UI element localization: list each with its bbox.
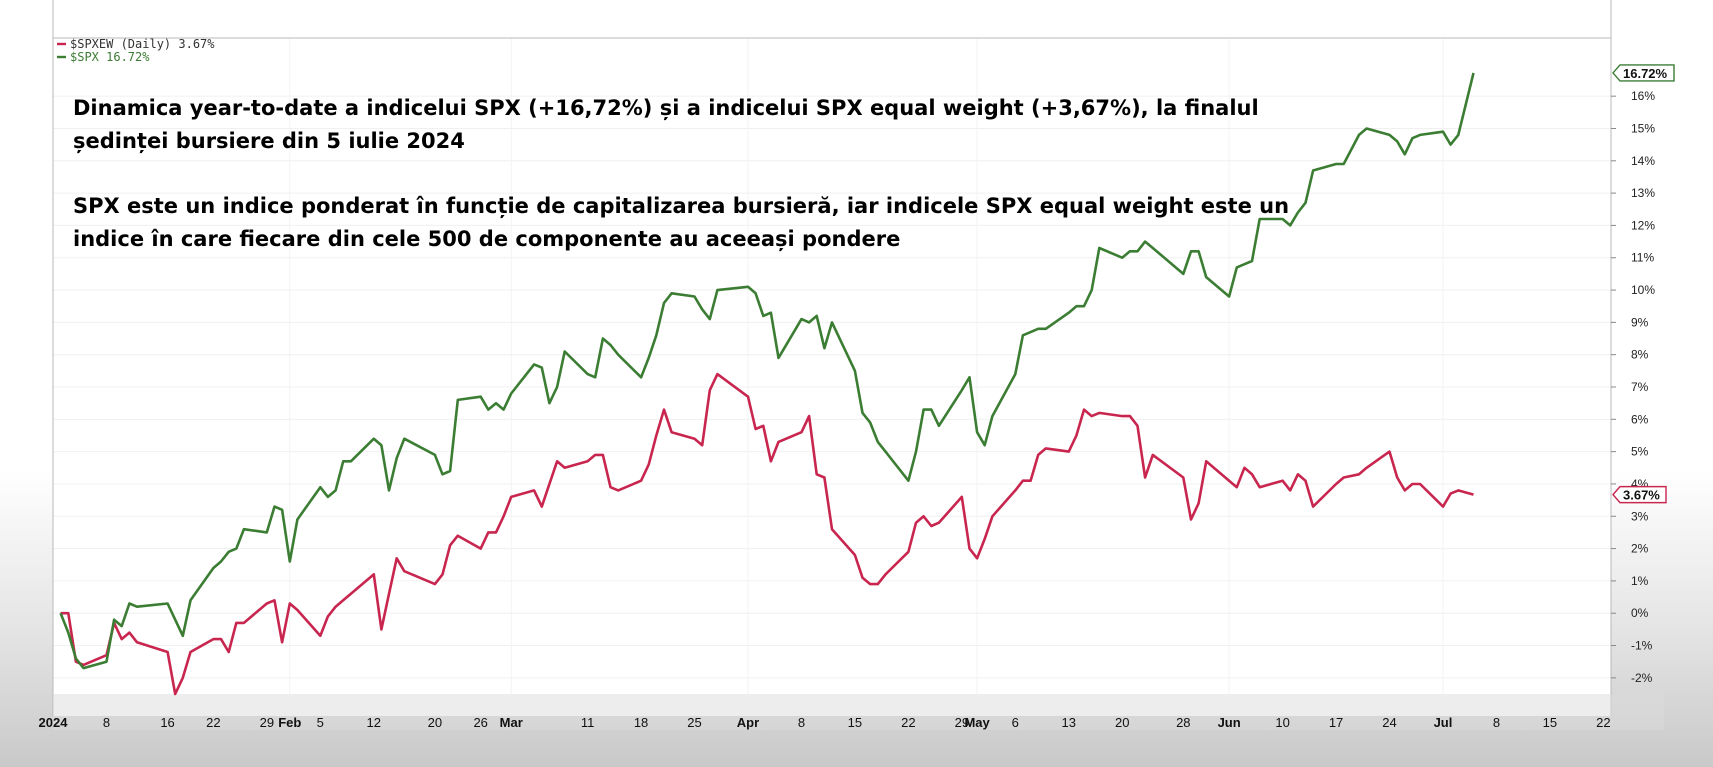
x-tick-label: 26 bbox=[473, 715, 487, 730]
x-tick-label: 28 bbox=[1176, 715, 1190, 730]
series-layer bbox=[59, 72, 1475, 696]
x-tick-label: Jul bbox=[1434, 715, 1453, 730]
end-label-box bbox=[1612, 64, 1675, 82]
legend-label: $SPXEW (Daily) 3.67% bbox=[70, 37, 215, 51]
x-tick-label: Apr bbox=[737, 715, 759, 730]
y-tick-label: 3% bbox=[1631, 509, 1649, 523]
y-tick-label: 16% bbox=[1631, 89, 1655, 103]
x-tick-label: 20 bbox=[428, 715, 442, 730]
x-tick-label: 8 bbox=[1493, 715, 1500, 730]
x-tick-label: Feb bbox=[278, 715, 301, 730]
y-tick-label: 15% bbox=[1631, 121, 1655, 135]
x-tick-label: 13 bbox=[1062, 715, 1076, 730]
x-tick-label: 8 bbox=[103, 715, 110, 730]
y-tick-label: -2% bbox=[1631, 671, 1653, 685]
y-tick-label: 1% bbox=[1631, 574, 1649, 588]
x-tick-label: 12 bbox=[367, 715, 381, 730]
end-value-label: 3.67% bbox=[1623, 488, 1660, 503]
x-tick-label: 25 bbox=[687, 715, 701, 730]
x-tick-label: 18 bbox=[634, 715, 648, 730]
plot-background bbox=[53, 0, 1611, 716]
y-tick-label: -1% bbox=[1631, 639, 1653, 653]
x-tick-label: May bbox=[964, 715, 990, 730]
x-tick-label: 29 bbox=[955, 715, 969, 730]
end-value-labels: 3.67% 16.72% bbox=[1612, 64, 1675, 504]
x-tick-label: 15 bbox=[1543, 715, 1557, 730]
x-tick-label: 24 bbox=[1382, 715, 1396, 730]
y-tick-label: 9% bbox=[1631, 315, 1649, 329]
x-tick-label: 17 bbox=[1329, 715, 1343, 730]
series-line bbox=[59, 72, 1475, 670]
legend: $SPXEW (Daily) 3.67%$SPX 16.72% bbox=[57, 37, 215, 64]
legend-label: $SPX 16.72% bbox=[70, 50, 150, 64]
end-value-label: 16.72% bbox=[1623, 66, 1668, 81]
y-tick-label: 12% bbox=[1631, 218, 1655, 232]
x-tick-label: 22 bbox=[1596, 715, 1610, 730]
x-tick-label: 2024 bbox=[39, 715, 69, 730]
y-tick-label: 0% bbox=[1631, 606, 1649, 620]
x-tick-label: 8 bbox=[798, 715, 805, 730]
x-tick-label: 6 bbox=[1012, 715, 1019, 730]
series-line bbox=[60, 372, 1474, 696]
annotation-title: Dinamica year-to-date a indicelui SPX (+… bbox=[73, 96, 1259, 153]
x-tick-label: 22 bbox=[901, 715, 915, 730]
y-tick-label: 14% bbox=[1631, 154, 1655, 168]
x-axis: 2024 8 16 22 29 Feb 5 12 20 26 Mar 11 18 25 Apr 8 15 22 29… bbox=[39, 715, 1611, 730]
x-tick-label: 29 bbox=[260, 715, 274, 730]
x-tick-label: 11 bbox=[581, 715, 595, 730]
x-tick-label: Jun bbox=[1218, 715, 1241, 730]
x-tick-label: 22 bbox=[206, 715, 220, 730]
x-tick-label: 16 bbox=[160, 715, 174, 730]
y-axis: -2%-1%0%1%2%3%4%5%6%7%8%9%10%11%12%13%14… bbox=[1611, 89, 1655, 685]
x-tick-label: 20 bbox=[1115, 715, 1129, 730]
x-tick-label: 15 bbox=[848, 715, 862, 730]
y-tick-label: 7% bbox=[1631, 380, 1649, 394]
y-tick-label: 13% bbox=[1631, 186, 1655, 200]
annotation-description: SPX este un indice ponderat în funcție d… bbox=[73, 194, 1290, 251]
y-tick-label: 6% bbox=[1631, 412, 1649, 426]
x-axis-band bbox=[53, 694, 1664, 730]
y-tick-label: 5% bbox=[1631, 445, 1649, 459]
y-tick-label: 8% bbox=[1631, 348, 1649, 362]
y-tick-label: 2% bbox=[1631, 542, 1649, 556]
y-tick-label: 10% bbox=[1631, 283, 1655, 297]
x-tick-label: 10 bbox=[1275, 715, 1289, 730]
x-tick-label: 5 bbox=[317, 715, 324, 730]
x-tick-label: Mar bbox=[500, 715, 523, 730]
end-label-box bbox=[1612, 485, 1667, 504]
y-tick-label: 11% bbox=[1631, 251, 1654, 265]
